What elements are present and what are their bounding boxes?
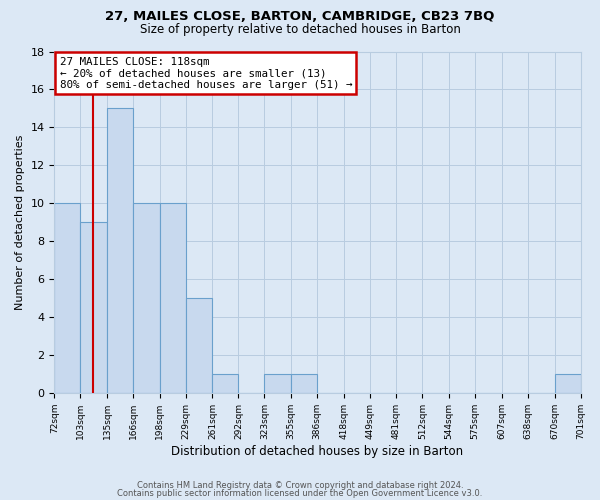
Bar — [291, 374, 317, 393]
Bar — [265, 374, 291, 393]
Bar — [212, 374, 238, 393]
Bar — [186, 298, 212, 393]
Text: Contains HM Land Registry data © Crown copyright and database right 2024.: Contains HM Land Registry data © Crown c… — [137, 481, 463, 490]
Bar — [80, 222, 107, 393]
X-axis label: Distribution of detached houses by size in Barton: Distribution of detached houses by size … — [172, 444, 464, 458]
Bar — [107, 108, 133, 393]
Y-axis label: Number of detached properties: Number of detached properties — [15, 134, 25, 310]
Text: 27, MAILES CLOSE, BARTON, CAMBRIDGE, CB23 7BQ: 27, MAILES CLOSE, BARTON, CAMBRIDGE, CB2… — [106, 10, 494, 23]
Bar — [160, 203, 186, 393]
Text: 27 MAILES CLOSE: 118sqm
← 20% of detached houses are smaller (13)
80% of semi-de: 27 MAILES CLOSE: 118sqm ← 20% of detache… — [59, 56, 352, 90]
Bar — [133, 203, 160, 393]
Bar — [554, 374, 581, 393]
Text: Contains public sector information licensed under the Open Government Licence v3: Contains public sector information licen… — [118, 488, 482, 498]
Bar — [55, 203, 80, 393]
Text: Size of property relative to detached houses in Barton: Size of property relative to detached ho… — [140, 22, 460, 36]
